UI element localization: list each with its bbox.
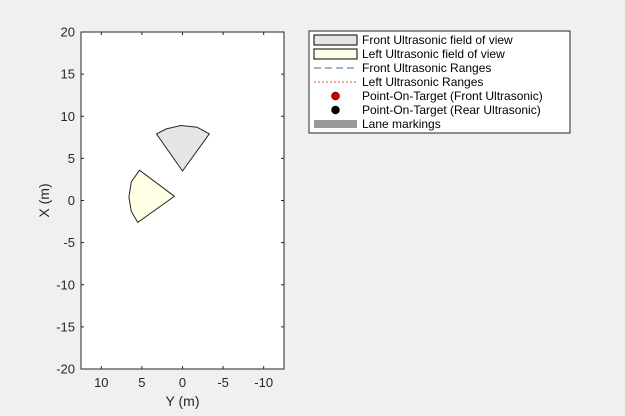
y-tick-label-8: 20 bbox=[61, 25, 75, 40]
legend-label-0: Front Ultrasonic field of view bbox=[362, 33, 513, 47]
x-tick-label-3: -5 bbox=[217, 375, 229, 390]
y-tick-label-5: 5 bbox=[68, 151, 75, 166]
legend-label-2: Front Ultrasonic Ranges bbox=[362, 61, 491, 75]
legend-swatch-4 bbox=[331, 91, 340, 101]
y-tick-label-7: 15 bbox=[61, 67, 75, 82]
x-axis-label: Y (m) bbox=[166, 393, 200, 409]
legend-label-6: Lane markings bbox=[362, 117, 441, 131]
x-tick-label-0: 10 bbox=[94, 375, 108, 390]
x-tick-label-2: 0 bbox=[179, 375, 186, 390]
x-tick-label-1: 5 bbox=[138, 375, 145, 390]
legend-swatch-6 bbox=[314, 120, 357, 128]
legend-label-3: Left Ultrasonic Ranges bbox=[362, 75, 483, 89]
y-tick-label-6: 10 bbox=[61, 109, 75, 124]
legend-box bbox=[308, 30, 571, 134]
y-tick-label-3: -5 bbox=[63, 235, 75, 250]
y-tick-label-1: -15 bbox=[56, 319, 75, 334]
legend-swatch-5 bbox=[331, 105, 340, 115]
legend-swatch-0 bbox=[313, 34, 358, 46]
legend-label-5: Point-On-Target (Rear Ultrasonic) bbox=[362, 103, 541, 117]
ticks: 10 5 0 -5 -10 -20 -15 -10 -5 0 5 10 15 20 bbox=[56, 25, 284, 390]
legend-swatch-1 bbox=[313, 48, 358, 60]
plot-area bbox=[80, 31, 285, 370]
sectors bbox=[128, 124, 211, 224]
y-tick-label-2: -10 bbox=[56, 277, 75, 292]
legend-label-4: Point-On-Target (Front Ultrasonic) bbox=[362, 89, 543, 103]
x-tick-label-4: -10 bbox=[254, 375, 273, 390]
legend-label-1: Left Ultrasonic field of view bbox=[362, 47, 505, 61]
fov-sector-0 bbox=[155, 124, 211, 172]
y-axis-label: X (m) bbox=[36, 183, 52, 217]
fov-sector-1 bbox=[128, 169, 176, 224]
y-tick-label-4: 0 bbox=[68, 193, 75, 208]
y-tick-label-0: -20 bbox=[56, 362, 75, 377]
